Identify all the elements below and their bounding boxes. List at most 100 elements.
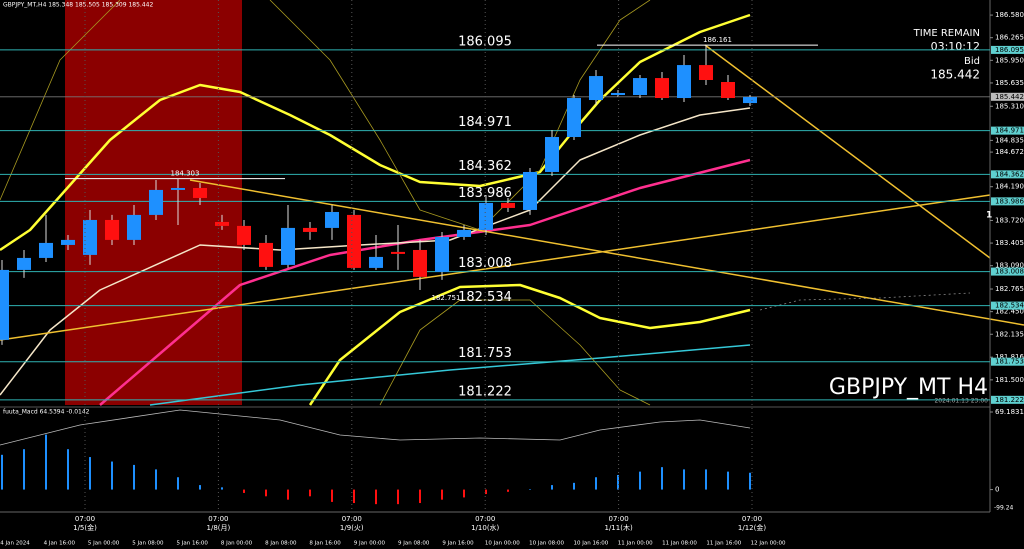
timestamp: 2024.01.13 23:00 bbox=[934, 398, 988, 405]
date-label: 11 Jan 08:00 bbox=[662, 541, 697, 547]
bid-axis-label: 185.442 bbox=[995, 93, 1024, 101]
date-label: 8 Jan 08:00 bbox=[265, 541, 297, 547]
macd-bar bbox=[595, 477, 597, 490]
envelope-thin bbox=[379, 299, 651, 406]
level-axis-box bbox=[991, 197, 1024, 206]
macd-bar bbox=[353, 489, 355, 504]
y-tick-label: 181.816 bbox=[995, 353, 1024, 361]
level-label: 183.986 bbox=[458, 186, 512, 201]
y-tick-label: 185.950 bbox=[995, 56, 1024, 64]
level-axis-label: 184.971 bbox=[995, 127, 1024, 135]
level-label: 186.095 bbox=[458, 34, 512, 49]
macd-bar bbox=[507, 489, 509, 492]
candle-body bbox=[457, 229, 471, 237]
candle-body bbox=[369, 256, 383, 268]
date-label: 9 Jan 00:00 bbox=[354, 541, 386, 547]
macd-bar bbox=[551, 485, 553, 490]
candle-body bbox=[149, 189, 163, 215]
y-tick-label: 186.580 bbox=[995, 11, 1024, 19]
bollinger-upper bbox=[0, 13, 751, 252]
macd-bar bbox=[661, 467, 663, 490]
candle-body bbox=[699, 65, 713, 80]
y-tick-label: 184.190 bbox=[995, 183, 1024, 191]
macd-bar bbox=[67, 449, 69, 490]
y-tick-label: 183.090 bbox=[995, 262, 1024, 270]
macd-bar bbox=[727, 471, 729, 490]
level-axis-label: 181.753 bbox=[995, 358, 1024, 366]
candle-body bbox=[567, 98, 581, 138]
y-tick-label: 185.310 bbox=[995, 102, 1024, 110]
envelope-thin bbox=[0, 0, 121, 201]
date-label: 5 Jan 16:00 bbox=[177, 541, 209, 547]
candle-body bbox=[479, 202, 493, 230]
macd-label: fuuta_Macd 64.5394 -0.0142 bbox=[3, 409, 90, 416]
macd-bar bbox=[617, 474, 619, 490]
timer-value: 03:10:12 bbox=[931, 40, 980, 53]
y-tick-label: 184.835 bbox=[995, 136, 1024, 144]
watermark: GBPJPY_MT H4 bbox=[829, 375, 988, 400]
time-label: 07:00 bbox=[742, 515, 762, 523]
macd-bar bbox=[705, 469, 707, 490]
macd-tick-label: 69.1831 bbox=[995, 408, 1024, 416]
time-label: 07:00 bbox=[75, 515, 95, 523]
level-label: 181.753 bbox=[458, 346, 512, 361]
level-axis-label: 184.362 bbox=[995, 170, 1024, 178]
day-label: 1/8(月) bbox=[207, 524, 231, 532]
level-axis-box bbox=[991, 395, 1024, 404]
y-tick-label: 182.765 bbox=[995, 285, 1024, 293]
macd-bar bbox=[397, 489, 399, 505]
level-axis-label: 183.008 bbox=[995, 268, 1024, 276]
macd-bar bbox=[221, 487, 223, 490]
candle-body bbox=[347, 214, 361, 268]
y-tick-label: 181.500 bbox=[995, 376, 1024, 384]
date-label: 12 Jan 00:00 bbox=[751, 541, 786, 547]
macd-bar bbox=[441, 489, 443, 500]
bid-value: 185.442 bbox=[930, 68, 980, 82]
candle-body bbox=[413, 249, 427, 277]
candle-body bbox=[303, 227, 317, 232]
candle-body bbox=[127, 214, 141, 240]
high-low-label: 184.303 bbox=[171, 170, 200, 178]
indicators bbox=[0, 0, 1024, 406]
candle-body bbox=[171, 187, 185, 190]
macd-bar bbox=[243, 489, 245, 493]
macd-bar bbox=[309, 489, 311, 497]
level-label: 183.008 bbox=[458, 256, 512, 271]
date-label: 8 Jan 00:00 bbox=[221, 541, 253, 547]
candle-body bbox=[677, 65, 691, 99]
candle-body bbox=[501, 202, 515, 208]
macd-bar bbox=[419, 489, 421, 504]
side-mark: 1 bbox=[986, 211, 992, 221]
macd-bar bbox=[45, 434, 47, 490]
date-label: 11 Jan 00:00 bbox=[618, 541, 653, 547]
macd-bar bbox=[155, 469, 157, 490]
level-axis-box bbox=[991, 45, 1024, 54]
date-label: 4 Jan 2024 bbox=[0, 541, 30, 547]
macd-bar bbox=[683, 469, 685, 490]
candle-body bbox=[545, 137, 559, 172]
day-label: 1/11(木) bbox=[605, 523, 633, 532]
level-axis-box bbox=[991, 357, 1024, 366]
macd-bottom-label: -99.24 bbox=[994, 505, 1014, 512]
time-label: 07:00 bbox=[342, 515, 362, 523]
macd-signal bbox=[0, 409, 751, 446]
candle-body bbox=[633, 78, 647, 96]
high-low-label: 186.161 bbox=[703, 36, 732, 44]
candle-body bbox=[17, 257, 31, 270]
bid-label: Bid bbox=[964, 56, 980, 67]
date-label: 10 Jan 08:00 bbox=[529, 541, 564, 547]
candle-body bbox=[237, 225, 251, 245]
candle-body bbox=[39, 242, 53, 258]
macd-bar bbox=[639, 471, 641, 490]
bollinger-lower bbox=[308, 283, 751, 406]
macd-bar bbox=[1, 454, 3, 490]
macd-bar bbox=[331, 489, 333, 502]
trend-line bbox=[0, 194, 991, 341]
macd-bar bbox=[265, 489, 267, 497]
candle-body bbox=[83, 219, 97, 255]
y-tick-label: 183.720 bbox=[995, 216, 1024, 224]
candle-body bbox=[655, 78, 669, 99]
level-axis-box bbox=[991, 170, 1024, 179]
candle-body bbox=[391, 251, 405, 254]
